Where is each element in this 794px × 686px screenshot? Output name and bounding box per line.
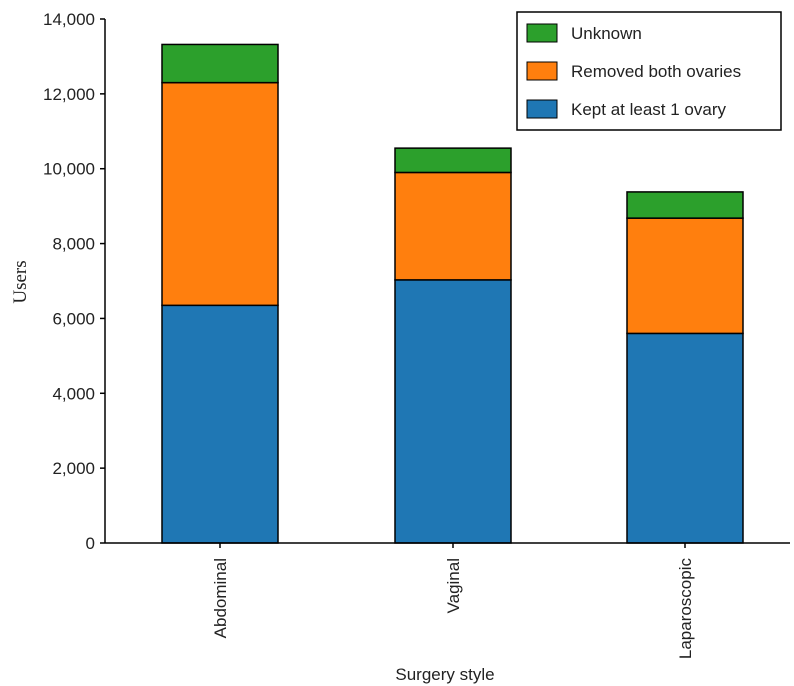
bar-vaginal-series-2 bbox=[394, 147, 512, 174]
bar-abdominal-series-0 bbox=[161, 304, 279, 544]
bar-vaginal-series-1 bbox=[394, 171, 512, 281]
legend-label: Removed both ovaries bbox=[571, 62, 741, 81]
x-axis-title: Surgery style bbox=[395, 665, 494, 684]
bar-laparoscopic-series-0 bbox=[626, 332, 744, 544]
y-axis-title: Users bbox=[10, 260, 31, 303]
legend-swatch bbox=[526, 61, 558, 81]
y-tick-label: 14,000 bbox=[43, 10, 95, 29]
bar-abdominal-series-1 bbox=[161, 81, 279, 307]
legend: Unknown Removed both ovaries Kept at least… bbox=[516, 11, 782, 131]
y-tick-label: 0 bbox=[86, 534, 95, 553]
y-tick-label: 6,000 bbox=[52, 309, 95, 328]
x-tick-label-vaginal: Vaginal bbox=[444, 558, 463, 613]
legend-label: Unknown bbox=[571, 24, 642, 43]
y-tick-label: 2,000 bbox=[52, 459, 95, 478]
x-axis: Abdominal Vaginal Laparoscopic bbox=[105, 542, 790, 660]
y-tick-label: 12,000 bbox=[43, 85, 95, 104]
legend-swatch bbox=[526, 23, 558, 43]
bar-laparoscopic-series-1 bbox=[626, 217, 744, 335]
y-tick-label: 8,000 bbox=[52, 235, 95, 254]
y-tick-label: 10,000 bbox=[43, 160, 95, 179]
x-tick-label-abdominal: Abdominal bbox=[211, 558, 230, 638]
legend-swatch bbox=[526, 99, 558, 119]
legend-box bbox=[516, 11, 782, 131]
bar-vaginal-series-0 bbox=[394, 279, 512, 544]
bars-layer bbox=[161, 43, 744, 544]
legend-label: Kept at least 1 ovary bbox=[571, 100, 726, 119]
bar-abdominal-series-2 bbox=[161, 43, 279, 84]
y-tick-label: 4,000 bbox=[52, 384, 95, 403]
y-axis: 0 2,000 4,000 6,000 8,000 10,000 12,000 14,000 bbox=[43, 10, 106, 553]
bar-laparoscopic-series-2 bbox=[626, 191, 744, 219]
x-tick-label-laparoscopic: Laparoscopic bbox=[676, 558, 695, 660]
